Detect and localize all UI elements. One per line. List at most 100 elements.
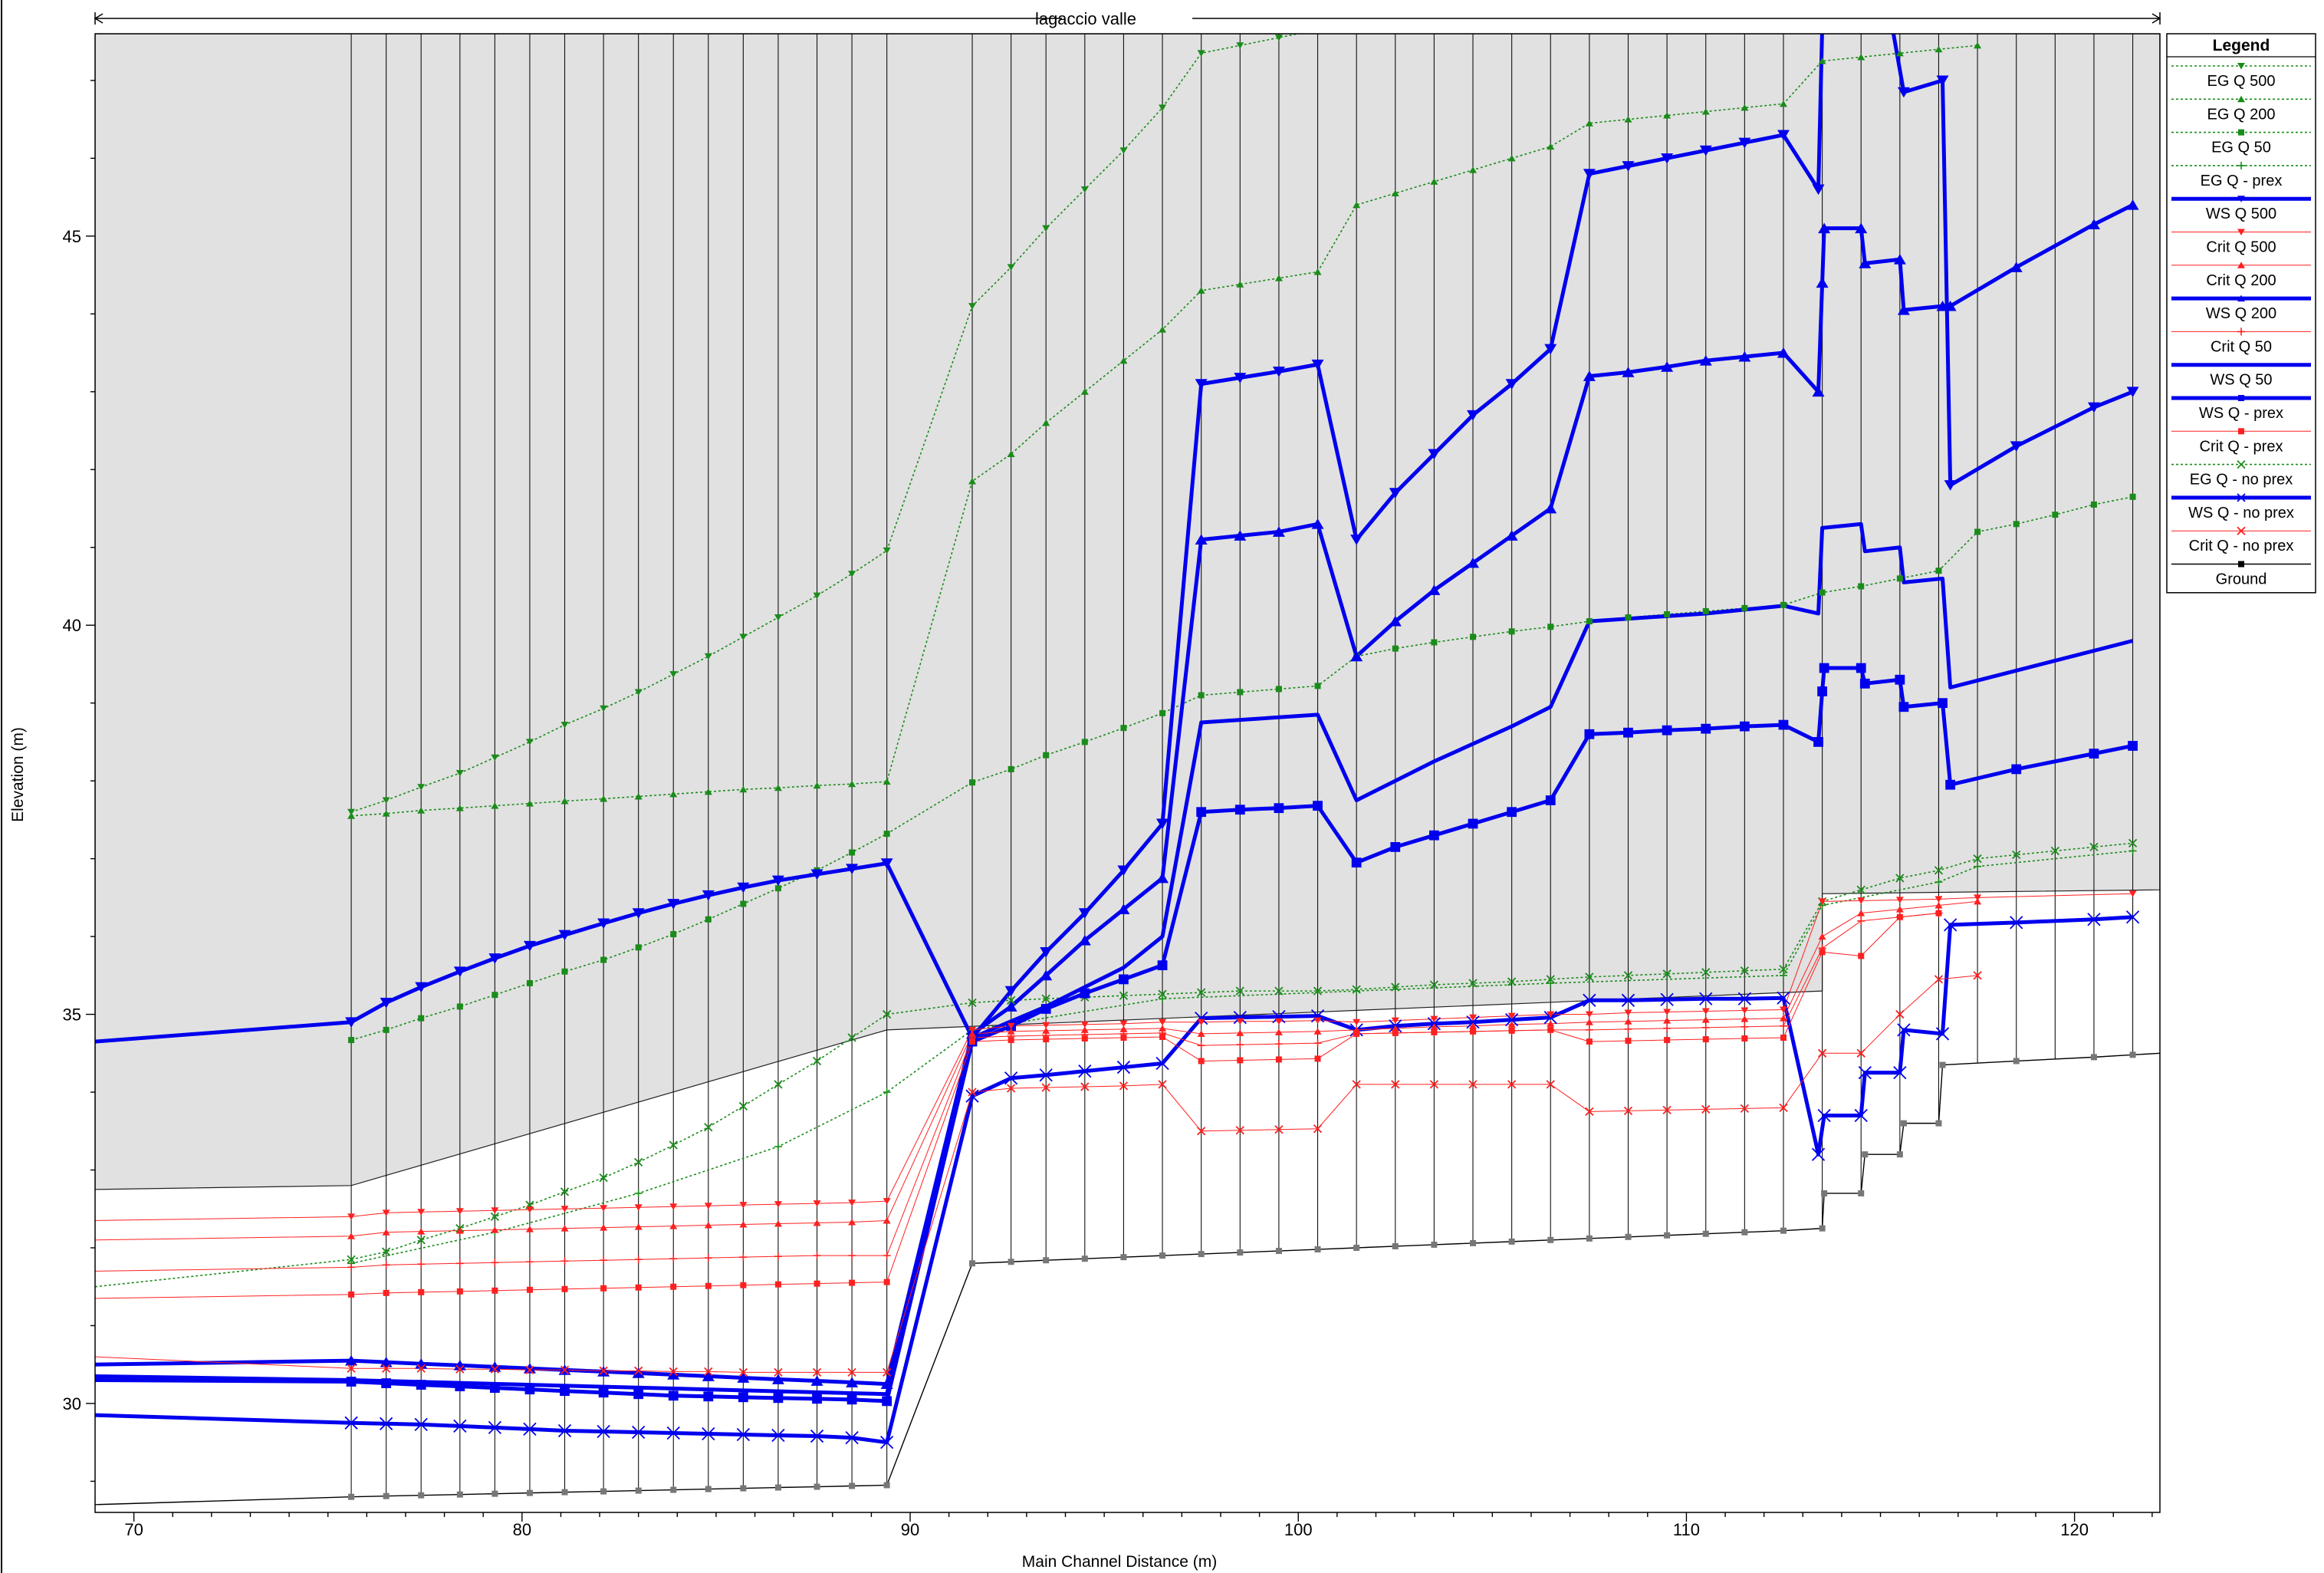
eg-q-50-point [2052,512,2059,518]
ws-q-500-point [1428,449,1441,460]
ws-q-200-point [453,1360,466,1371]
eg-q-50-point [348,1037,355,1044]
eg-q-500-point [491,754,499,762]
eg-q-50-point [705,916,712,923]
ws-q-200-point [2126,199,2139,210]
crit-q-200-point [1197,1030,1205,1037]
eg-q-no-prex-point [382,1247,391,1256]
crit-q-prex-point [670,1283,677,1290]
eg-q-prex-point [634,1189,643,1197]
crit-q-500-point [848,1199,856,1206]
eg-q-200-point [455,805,464,811]
eg-q-50-point [1702,607,1709,614]
eg-q-200-point [1974,41,1982,49]
ground-point [418,1492,425,1499]
plot-area: 70 80 90 100 110 120 30 35 40 45 Main Channel Di… [1,0,2161,1573]
crit-q-no-prex-point [1274,1125,1284,1134]
crit-q-500-point [774,1201,782,1208]
ground-point [1508,1238,1515,1245]
ground-point [774,1484,781,1491]
eg-q-no-prex-point [1779,965,1788,974]
crit-q-50-point [417,1260,426,1269]
eg-q-200-point [704,788,712,795]
crit-q-no-prex-point [738,1367,748,1377]
crit-q-200-point [1624,1018,1632,1025]
eg-q-200-point [1159,326,1167,333]
ws-q-500-point [1944,480,1957,491]
crit-q-200-point [669,1223,678,1229]
crit-q-500-point [1042,1022,1050,1029]
legend-label-eg-q-200: EG Q 200 [2207,106,2276,123]
crit-q-200-point [1236,1029,1244,1036]
ws-q-500-point [523,940,536,952]
eg-q-500-point [525,739,534,745]
eg-q-50-point [2013,521,2020,528]
eg-q-no-prex-point [1235,986,1244,995]
crit-q-200-point [347,1232,356,1239]
crit-q-500-point [1701,1008,1710,1015]
crit-q-no-prex-point [1468,1080,1478,1089]
eg-q-200-point [382,810,390,817]
ws-q-200-point [1505,530,1518,541]
ground-point [705,1486,712,1492]
eg-q-no-prex-point [812,1056,822,1066]
legend-title: Legend [2213,37,2270,54]
eg-q-no-prex-point [1895,874,1905,883]
ground-point [1008,1259,1014,1265]
eg-q-no-prex-point [1041,994,1050,1003]
ws-q-prex-point [1234,805,1245,815]
x-tick-label: 110 [1673,1520,1700,1539]
eg-q-50-point [1935,568,1942,574]
crit-q-200-point [525,1226,534,1232]
chart-title: lagaccio valle [1035,9,1136,28]
ws-q-200-point [1389,615,1402,627]
eg-q-200-point [669,790,678,798]
crit-q-prex-point [600,1285,607,1292]
eg-q-500-point [382,797,390,805]
ws-q-200-point [1234,530,1247,541]
eg-q-200-point [1818,58,1826,64]
crit-q-200-point [1042,1027,1050,1034]
crit-q-50-point [739,1253,748,1262]
ws-q-200-point [1350,650,1363,662]
crit-q-500-point [1934,896,1943,903]
crit-q-200-point [1974,897,1982,905]
ws-q-prex-point [1945,779,1956,790]
eg-q-50-point [1431,639,1438,646]
eg-q-no-prex-point [1585,972,1594,982]
ws-q-500-point [1350,535,1363,545]
eg-q-50-point [456,1003,463,1010]
eg-q-200-point [1353,201,1361,209]
crit-q-200-point [560,1225,569,1232]
eg-q-200-point [813,782,821,789]
eg-q-50-point [1508,628,1515,635]
crit-q-500-point [1274,1018,1283,1025]
crit-q-no-prex-point [1779,1103,1788,1112]
y-axis-label: Elevation (m) [9,727,27,822]
crit-q-200-point [1507,1021,1516,1028]
crit-q-prex-point [1508,1027,1515,1034]
ws-q-prex-point [738,1392,748,1403]
crit-q-no-prex-point [1623,1106,1633,1116]
ground-point [1741,1229,1748,1236]
crit-q-no-prex-point [704,1367,713,1376]
y-axis: 30 35 40 45 [1,0,95,1573]
eg-q-50-point [1314,683,1321,689]
ws-q-no-prex-point [1897,1023,1911,1037]
eg-q-no-prex-point [347,1255,356,1264]
crit-q-50-point [813,1252,821,1260]
ws-q-200-point [1855,222,1868,234]
eg-q-200-point [1197,287,1205,294]
crit-q-prex-point [1470,1028,1477,1035]
legend-marker-crit-q-500 [2237,229,2245,235]
crit-q-no-prex-point [525,1365,534,1374]
ws-q-no-prex-point [1004,1071,1018,1085]
legend-marker-crit-q-no-prex [2237,526,2246,535]
ws-q-prex-point [524,1384,535,1395]
crit-q-prex-point [561,1285,568,1292]
eg-q-200-point [1007,450,1015,457]
eg-q-prex-point [1779,971,1787,979]
eg-q-500-point [347,808,356,816]
ws-q-no-prex-point [1699,992,1713,1005]
y-tick-label: 30 [63,1394,81,1413]
